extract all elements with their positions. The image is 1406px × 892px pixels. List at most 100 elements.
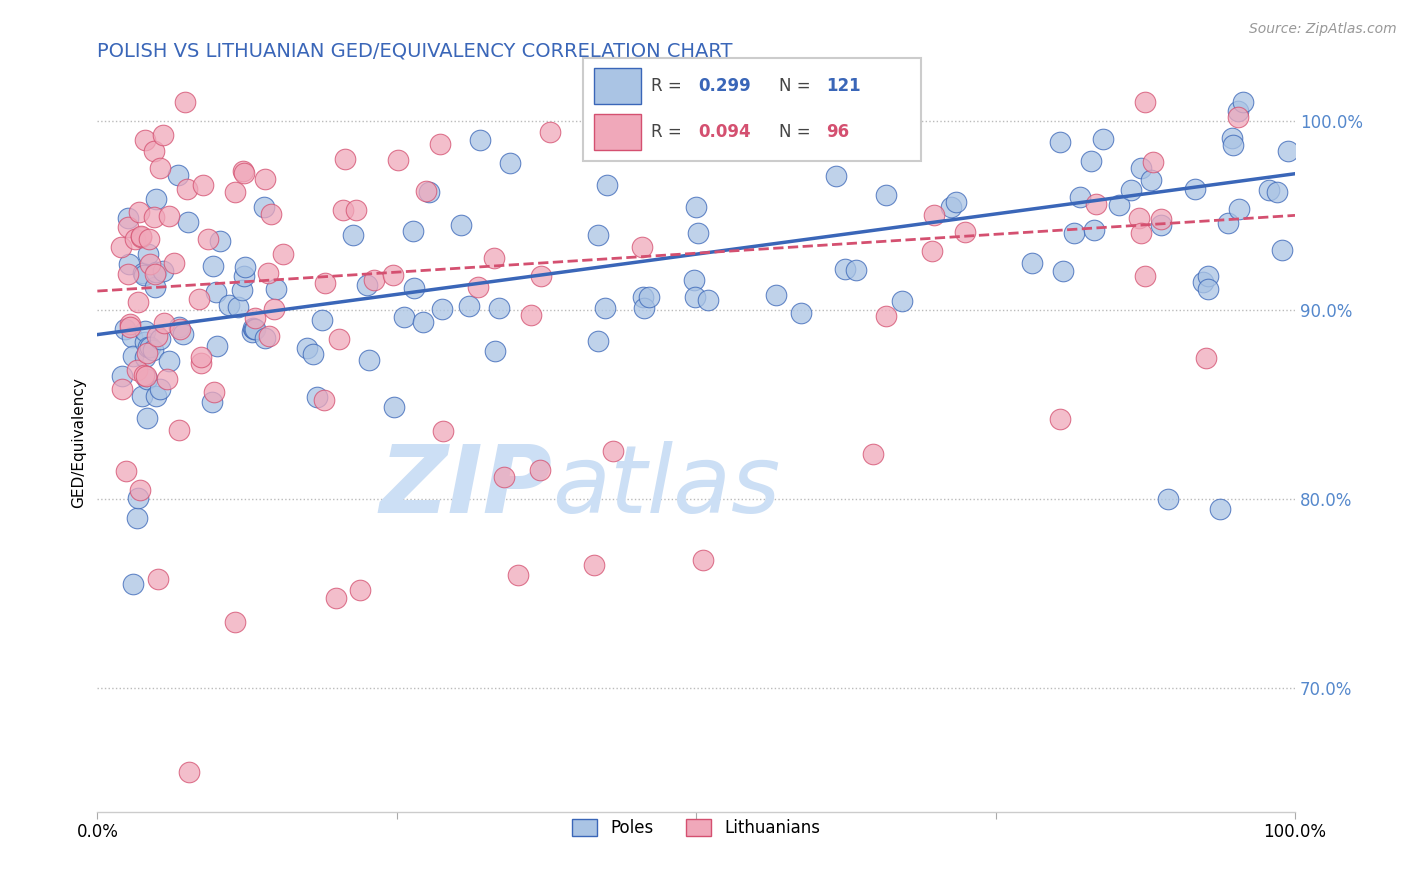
Point bbox=[121, 577, 143, 591]
Point bbox=[145, 389, 167, 403]
Point bbox=[697, 293, 720, 307]
Point bbox=[1063, 226, 1085, 240]
Point bbox=[1150, 219, 1173, 233]
Text: 121: 121 bbox=[827, 77, 860, 95]
Point bbox=[131, 389, 153, 403]
Point bbox=[143, 279, 166, 293]
Point bbox=[824, 169, 846, 183]
Point bbox=[240, 325, 263, 339]
Point bbox=[922, 208, 945, 222]
Point bbox=[231, 283, 253, 297]
Point bbox=[120, 317, 142, 331]
Point bbox=[602, 444, 624, 458]
Point bbox=[257, 329, 280, 343]
Point bbox=[1150, 212, 1173, 227]
Point bbox=[111, 382, 134, 396]
Point bbox=[387, 153, 409, 168]
Point bbox=[117, 211, 139, 225]
Point bbox=[1197, 283, 1219, 297]
Point bbox=[146, 572, 169, 586]
Point bbox=[117, 219, 139, 234]
Point bbox=[157, 209, 180, 223]
Point bbox=[307, 390, 329, 404]
Point bbox=[1049, 412, 1071, 426]
Point bbox=[482, 251, 505, 265]
Point bbox=[148, 161, 170, 175]
Point bbox=[134, 334, 156, 349]
Point bbox=[131, 229, 153, 244]
Point bbox=[201, 395, 224, 409]
Point bbox=[136, 410, 159, 425]
Point bbox=[875, 309, 897, 323]
Point bbox=[193, 178, 215, 192]
Point bbox=[254, 172, 277, 186]
Point bbox=[686, 226, 709, 240]
Point bbox=[583, 558, 606, 573]
Point bbox=[114, 464, 136, 478]
Point bbox=[295, 341, 318, 355]
Point bbox=[1130, 227, 1153, 241]
Point bbox=[484, 344, 506, 359]
Point bbox=[1139, 173, 1161, 187]
Point bbox=[139, 257, 162, 271]
Point bbox=[325, 591, 347, 605]
Point bbox=[179, 764, 201, 779]
Point bbox=[382, 400, 405, 414]
Text: Source: ZipAtlas.com: Source: ZipAtlas.com bbox=[1249, 22, 1396, 37]
Point bbox=[1271, 244, 1294, 258]
Point bbox=[218, 298, 240, 312]
Point bbox=[132, 368, 155, 382]
Bar bbox=[593, 114, 641, 150]
Point bbox=[1184, 182, 1206, 196]
Point bbox=[136, 247, 159, 261]
Point bbox=[139, 341, 162, 355]
Point bbox=[945, 194, 967, 209]
Point bbox=[202, 384, 225, 399]
Point bbox=[415, 184, 437, 198]
Point bbox=[134, 324, 156, 338]
Point bbox=[135, 369, 157, 384]
Point bbox=[1069, 190, 1091, 204]
Point bbox=[1220, 131, 1243, 145]
Point bbox=[467, 280, 489, 294]
Point bbox=[243, 321, 266, 335]
Point bbox=[328, 333, 350, 347]
Point bbox=[605, 102, 627, 116]
Text: 0.299: 0.299 bbox=[699, 77, 751, 95]
Point bbox=[176, 182, 198, 196]
Point bbox=[1157, 492, 1180, 507]
Point bbox=[117, 267, 139, 281]
Point bbox=[1258, 183, 1281, 197]
Point bbox=[149, 332, 172, 346]
Point bbox=[256, 266, 278, 280]
Point bbox=[127, 511, 149, 525]
Point bbox=[153, 317, 176, 331]
Point bbox=[1232, 95, 1254, 109]
Text: N =: N = bbox=[779, 77, 811, 95]
Point bbox=[149, 382, 172, 396]
Point bbox=[683, 290, 706, 304]
Text: POLISH VS LITHUANIAN GED/EQUIVALENCY CORRELATION CHART: POLISH VS LITHUANIAN GED/EQUIVALENCY COR… bbox=[97, 42, 733, 61]
Point bbox=[382, 268, 405, 282]
Point bbox=[1142, 155, 1164, 169]
Point bbox=[394, 310, 416, 325]
Point bbox=[187, 292, 209, 306]
Point bbox=[412, 315, 434, 329]
Point bbox=[626, 96, 648, 111]
Point bbox=[1130, 161, 1153, 176]
Point bbox=[172, 327, 194, 342]
Point bbox=[633, 301, 655, 316]
Point bbox=[762, 137, 785, 152]
Point bbox=[1227, 110, 1250, 124]
Point bbox=[127, 362, 149, 376]
Point bbox=[586, 227, 609, 242]
Point bbox=[128, 205, 150, 219]
Point bbox=[135, 346, 157, 360]
Point bbox=[232, 164, 254, 178]
Point bbox=[1085, 197, 1108, 211]
Point bbox=[432, 425, 454, 439]
Legend: Poles, Lithuanians: Poles, Lithuanians bbox=[565, 813, 828, 844]
Point bbox=[152, 128, 174, 142]
Point bbox=[311, 313, 333, 327]
Point bbox=[1080, 153, 1102, 168]
